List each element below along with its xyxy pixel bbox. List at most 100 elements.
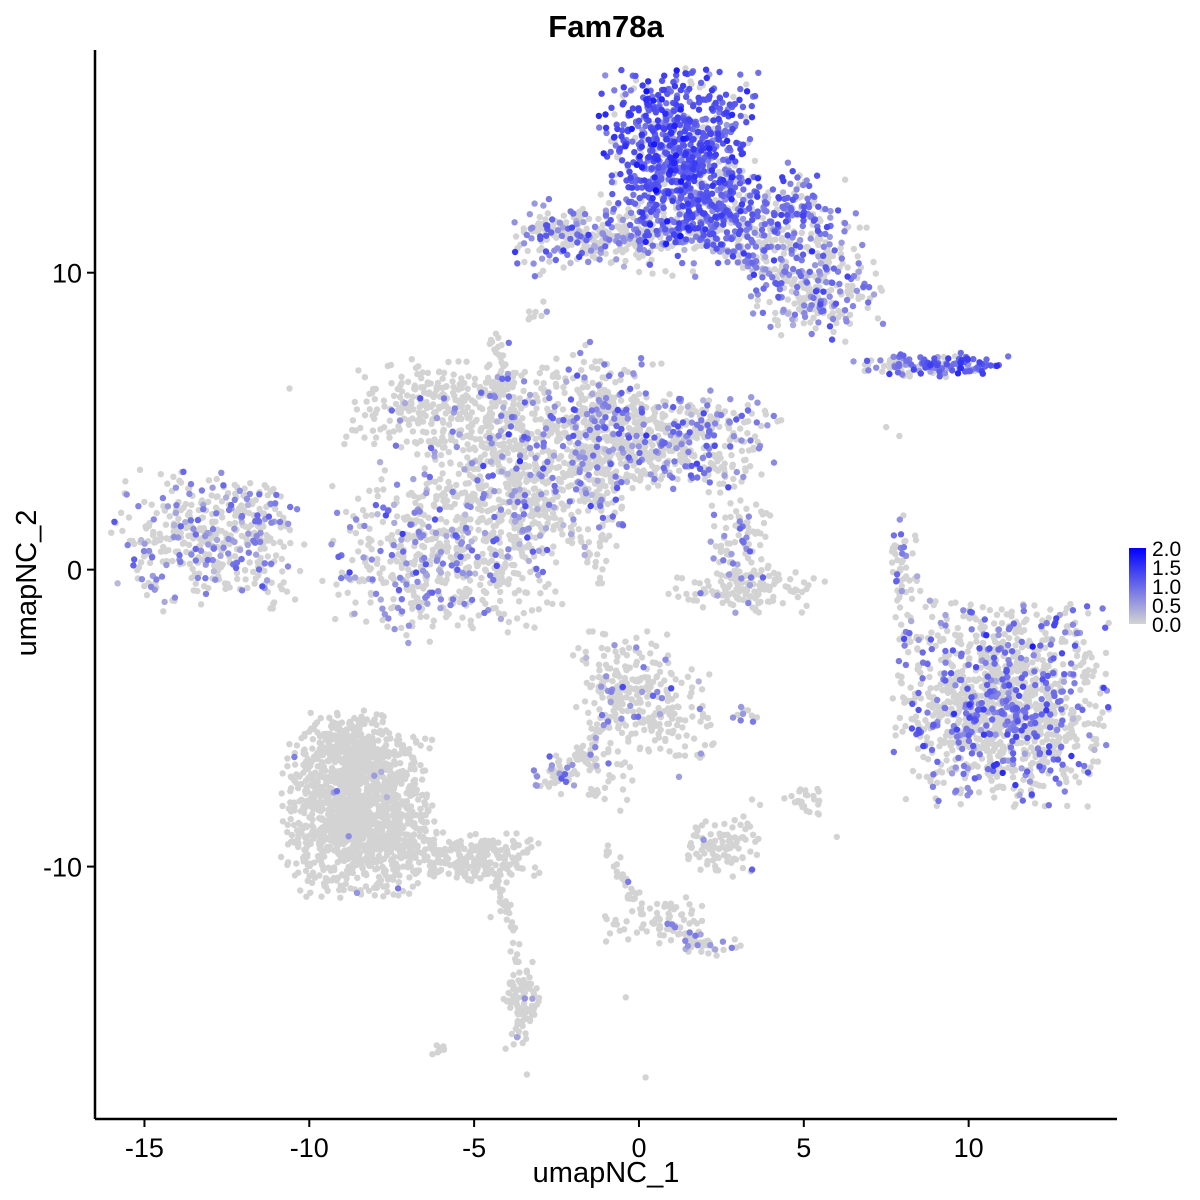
cell-point (591, 699, 598, 707)
cell-point (524, 247, 531, 255)
cell-point (430, 428, 438, 436)
cell-point (658, 360, 665, 367)
cell-point (648, 725, 656, 732)
cell-point (649, 361, 656, 368)
cell-point (458, 375, 465, 382)
cell-point (636, 707, 643, 714)
cell-point (143, 525, 150, 532)
cell-point (404, 378, 412, 386)
cell-point (723, 853, 730, 860)
cell-point (411, 382, 418, 389)
cell-point (804, 286, 812, 294)
cell-point (908, 595, 916, 602)
cell-point (231, 553, 239, 560)
cell-point (343, 433, 350, 440)
cell-point (781, 795, 788, 802)
cell-point (635, 418, 642, 425)
cell-point (445, 478, 452, 486)
cell-point (359, 506, 367, 514)
cell-point (467, 516, 474, 523)
cell-point (1032, 700, 1040, 708)
cell-point (428, 736, 436, 743)
cell-point (995, 740, 1002, 748)
cell-point (1067, 722, 1074, 729)
cell-point (892, 724, 899, 731)
cell-point (546, 258, 553, 265)
cell-point (337, 894, 344, 901)
cell-point (672, 752, 679, 759)
cell-point (377, 426, 384, 433)
cell-point (461, 397, 468, 404)
cell-point (1063, 694, 1070, 702)
cell-point (519, 415, 526, 422)
cell-point (450, 371, 457, 378)
cell-point (582, 648, 589, 655)
cell-point (537, 416, 544, 423)
cell-point (422, 735, 429, 742)
cell-point (186, 509, 193, 516)
cell-point (630, 413, 637, 420)
cell-point (778, 417, 785, 424)
cell-point (646, 426, 653, 433)
cell-point (621, 674, 629, 682)
cell-point (456, 381, 463, 388)
cell-point (713, 570, 721, 577)
cell-point (1064, 802, 1071, 810)
cell-point (1011, 766, 1018, 773)
cell-point (438, 461, 445, 468)
cell-point (898, 621, 905, 628)
cell-point (476, 404, 483, 411)
cell-point (796, 788, 803, 795)
cell-point (476, 436, 484, 443)
cell-point (576, 497, 583, 504)
cell-point (218, 508, 225, 516)
cell-point (735, 594, 742, 601)
cell-point (990, 620, 998, 627)
cell-point (545, 580, 552, 588)
cell-point (1026, 637, 1033, 645)
cell-point (741, 587, 749, 594)
cell-point (284, 755, 291, 762)
cell-point (153, 509, 160, 517)
cell-point (398, 624, 405, 632)
cell-point (575, 508, 582, 515)
cell-point (555, 758, 562, 766)
cell-point (384, 535, 392, 542)
cell-point (618, 494, 625, 502)
cell-point (514, 615, 521, 622)
cell-point (740, 457, 748, 464)
cell-point (649, 270, 656, 277)
cell-point (500, 611, 508, 618)
cell-point (693, 832, 700, 840)
cell-point (995, 752, 1002, 759)
cell-point (954, 669, 961, 676)
cell-point (373, 406, 381, 413)
cell-point (429, 623, 436, 630)
cell-point (241, 485, 248, 492)
cell-point (1013, 660, 1020, 667)
cell-point (613, 667, 620, 674)
cell-point (555, 430, 562, 437)
cell-point (854, 253, 861, 260)
cell-point (767, 237, 775, 244)
cell-point (555, 477, 563, 484)
cell-point (430, 617, 437, 624)
cell-point (558, 486, 565, 493)
cell-point (160, 608, 167, 615)
cell-point (395, 407, 402, 414)
cell-point (366, 862, 373, 870)
cell-point (512, 233, 520, 240)
cell-point (464, 454, 471, 461)
cell-point (398, 444, 405, 451)
cell-point (751, 157, 759, 165)
cell-point (798, 229, 805, 236)
cell-point (433, 493, 440, 500)
cell-point (1038, 686, 1046, 693)
cell-point (137, 559, 145, 566)
cell-point (687, 78, 694, 85)
cell-point (534, 428, 541, 436)
cell-point (244, 584, 251, 592)
cell-point (979, 623, 986, 630)
cell-point (730, 93, 737, 101)
cell-point (598, 644, 605, 652)
